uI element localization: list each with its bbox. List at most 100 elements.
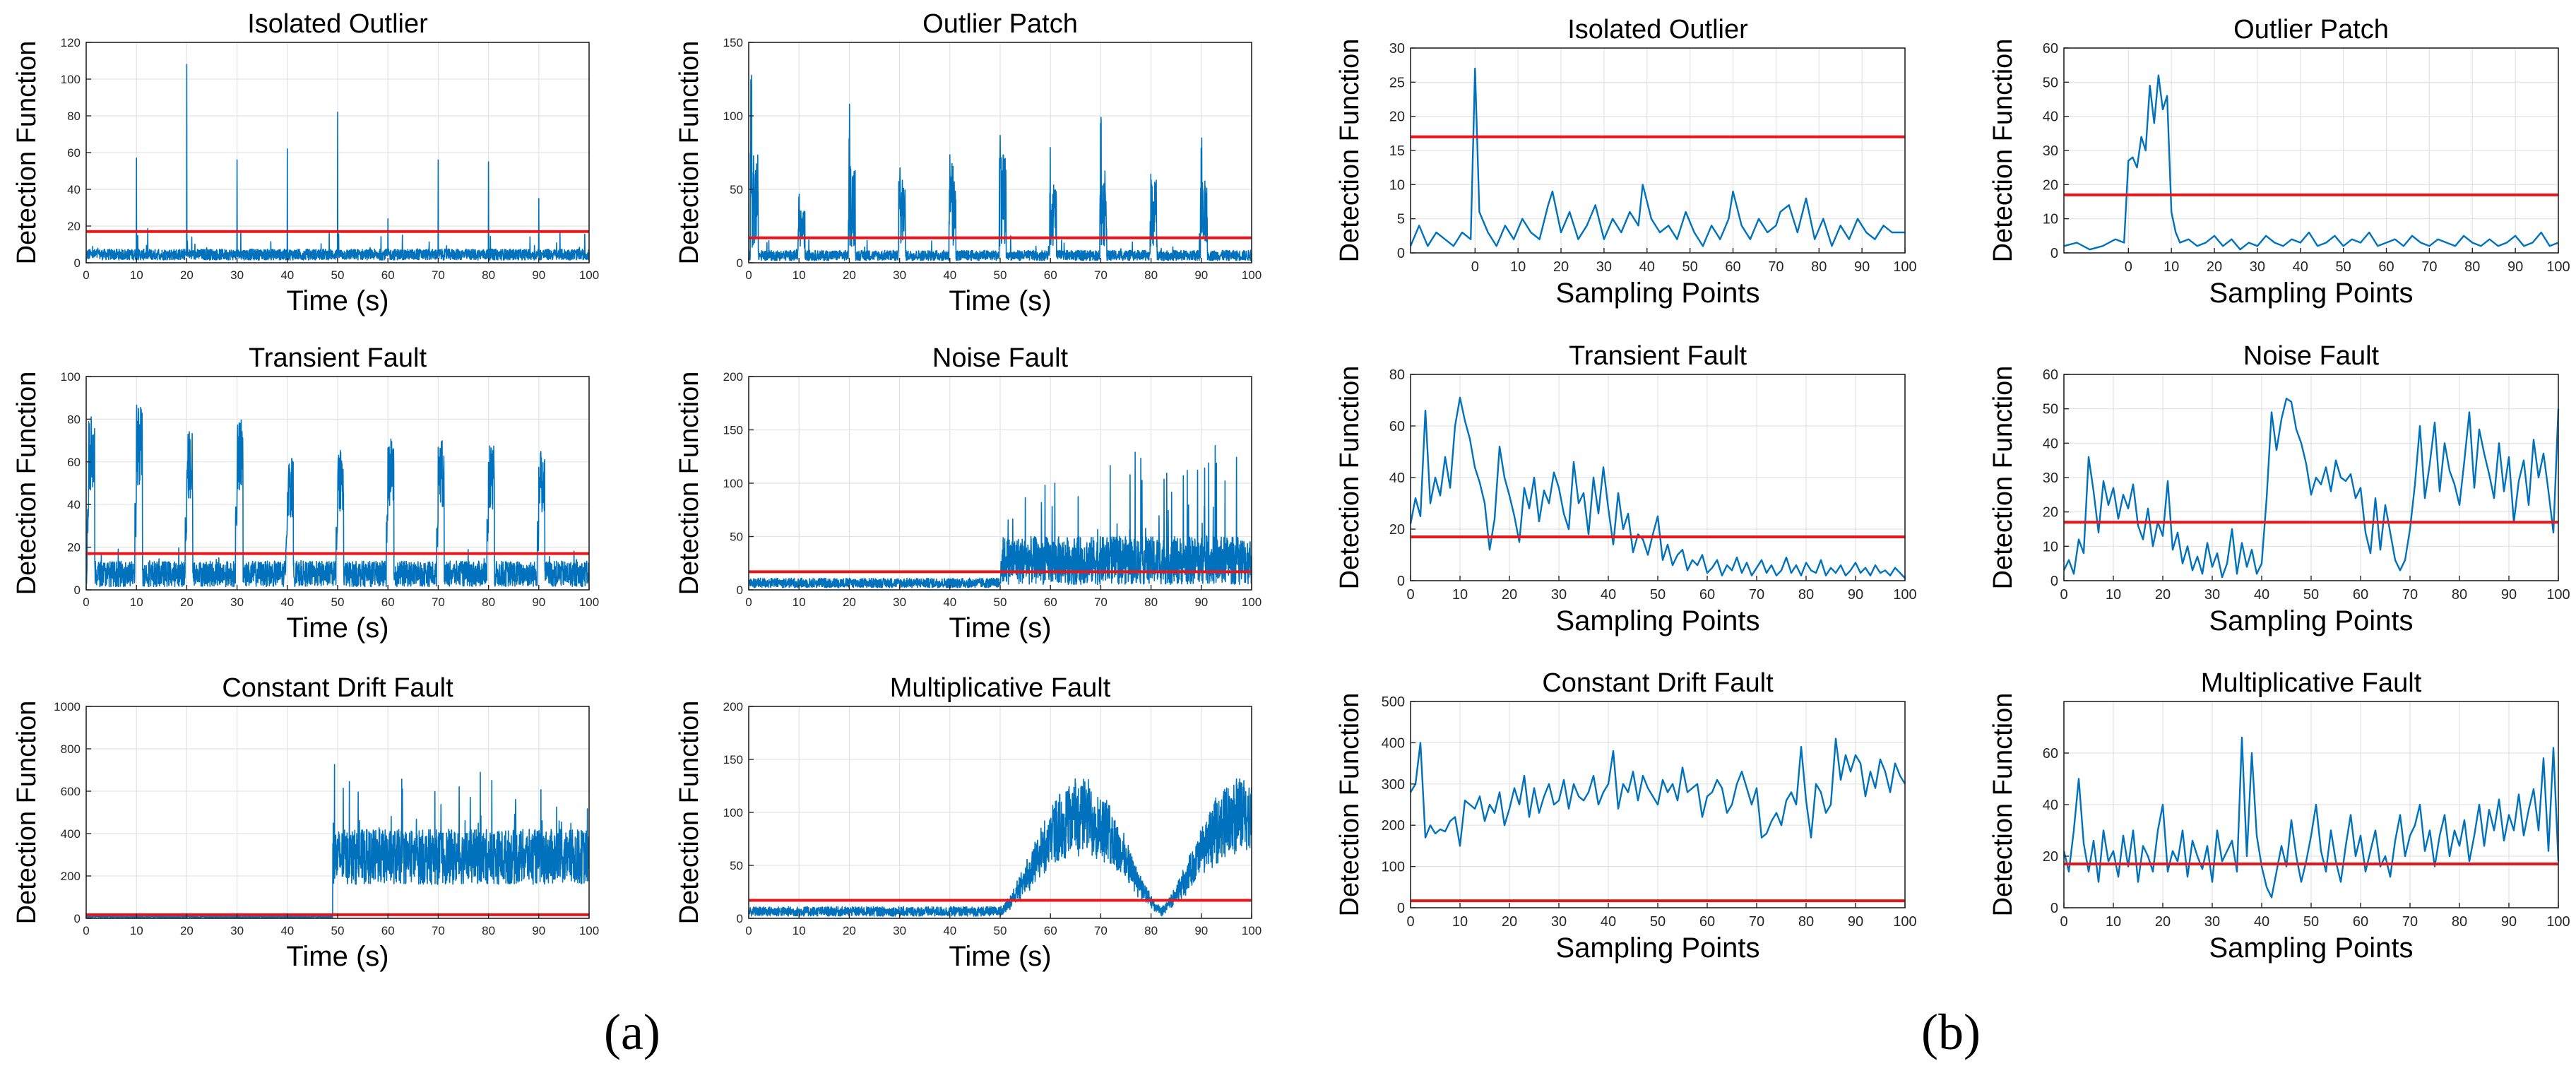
x-tick-label: 50: [331, 596, 345, 609]
x-axis-label: Sampling Points: [1555, 605, 1759, 636]
x-axis-label: Sampling Points: [1555, 932, 1759, 964]
x-tick-label: 70: [432, 268, 445, 282]
x-axis-label: Time (s): [949, 941, 1051, 972]
y-tick-label: 200: [1382, 818, 1405, 834]
x-tick-label: 80: [1811, 259, 1827, 275]
x-tick-label: 60: [1044, 268, 1057, 282]
x-tick-label: 50: [331, 268, 345, 282]
x-tick-label: 60: [1699, 914, 1715, 930]
x-tick-label: 60: [2353, 587, 2368, 603]
x-tick-label: 10: [1510, 259, 1526, 275]
x-tick-label: 30: [1596, 259, 1612, 275]
x-tick-label: 100: [579, 268, 599, 282]
x-tick-label: 40: [1601, 914, 1616, 930]
chart-title: Constant Drift Fault: [222, 673, 453, 703]
y-axis-label: Detection Function: [12, 701, 42, 925]
x-tick-label: 90: [1848, 914, 1863, 930]
chart-a4: 0 10 20 30 40 50 60 70 80 90 100 0 50 100 150 200 Noise …: [675, 343, 1262, 644]
y-tick-label: 0: [74, 912, 81, 925]
y-tick-label: 20: [1389, 109, 1405, 125]
y-axis-label: Detection Function: [12, 41, 42, 265]
chart-a6: 0 10 20 30 40 50 60 70 80 90 100 0 50 100 150 200 Multip…: [675, 673, 1262, 972]
chart-b3: 0 10 20 30 40 50 60 70 80 90 100 0 20 40 60 80 Transient…: [1335, 341, 1917, 636]
series-line: [85, 404, 590, 588]
x-axis-label: Sampling Points: [1555, 278, 1759, 309]
y-tick-label: 500: [1382, 694, 1405, 710]
y-tick-label: 0: [1397, 901, 1405, 916]
x-tick-label: 90: [2501, 587, 2517, 603]
x-tick-label: 30: [2204, 914, 2220, 930]
x-tick-label: 60: [1699, 587, 1715, 603]
x-tick-label: 70: [2402, 914, 2418, 930]
x-tick-label: 0: [83, 596, 89, 609]
x-tick-label: 30: [893, 596, 906, 609]
x-tick-label: 90: [1194, 268, 1208, 282]
chart-title: Transient Fault: [1569, 341, 1747, 371]
y-tick-label: 30: [2043, 470, 2058, 486]
y-tick-label: 0: [1397, 574, 1405, 589]
x-tick-label: 90: [2507, 259, 2523, 275]
x-tick-label: 60: [381, 924, 395, 937]
x-tick-label: 20: [180, 596, 194, 609]
x-tick-label: 80: [482, 268, 495, 282]
x-tick-label: 40: [943, 268, 956, 282]
y-tick-label: 50: [730, 183, 743, 196]
y-tick-label: 25: [1389, 75, 1405, 90]
x-tick-label: 10: [1452, 914, 1468, 930]
x-tick-label: 100: [579, 596, 599, 609]
series-line: [1409, 738, 1906, 847]
x-tick-label: 40: [280, 596, 294, 609]
x-tick-label: 90: [532, 268, 545, 282]
x-tick-label: 70: [1749, 587, 1764, 603]
x-tick-label: 100: [2546, 259, 2570, 275]
x-tick-label: 30: [1551, 914, 1567, 930]
x-tick-label: 100: [1893, 259, 1916, 275]
x-tick-label: 0: [83, 924, 89, 937]
x-tick-label: 20: [2207, 259, 2222, 275]
y-tick-label: 30: [2043, 143, 2058, 159]
y-tick-label: 0: [2050, 574, 2058, 589]
x-tick-label: 80: [1798, 587, 1814, 603]
y-tick-label: 400: [1382, 735, 1405, 751]
y-tick-label: 1000: [54, 700, 81, 713]
x-tick-label: 80: [1144, 596, 1158, 609]
chart-title: Noise Fault: [932, 343, 1069, 373]
series-line: [748, 74, 1252, 261]
y-tick-label: 300: [1382, 777, 1405, 793]
y-tick-label: 150: [723, 423, 743, 437]
y-tick-label: 200: [61, 870, 81, 883]
y-tick-label: 60: [2043, 746, 2058, 762]
x-tick-label: 40: [2254, 914, 2269, 930]
x-tick-label: 70: [2402, 587, 2418, 603]
x-tick-label: 30: [1551, 587, 1567, 603]
x-axis-label: Time (s): [286, 941, 388, 972]
x-tick-label: 10: [1452, 587, 1468, 603]
y-tick-label: 40: [67, 183, 81, 196]
x-tick-label: 90: [1848, 587, 1863, 603]
y-tick-label: 100: [61, 370, 81, 384]
panel-a-label: (a): [604, 1004, 660, 1060]
y-tick-label: 0: [74, 584, 81, 597]
x-tick-label: 100: [1242, 596, 1262, 609]
chart-a1: 0 10 20 30 40 50 60 70 80 90 100 0 20 40 60 80 100 120 Iso…: [12, 9, 599, 316]
chart-title: Constant Drift Fault: [1542, 668, 1774, 698]
y-axis-label: Detection Function: [1988, 693, 2018, 917]
x-tick-label: 60: [381, 268, 395, 282]
x-tick-label: 50: [994, 924, 1007, 937]
x-tick-label: 100: [2546, 587, 2570, 603]
x-tick-label: 20: [843, 268, 856, 282]
y-tick-label: 100: [723, 109, 743, 123]
series-line: [2062, 736, 2560, 899]
chart-a5: 0 10 20 30 40 50 60 70 80 90 10002004006008001000C…: [12, 673, 599, 972]
x-tick-label: 70: [1768, 259, 1783, 275]
x-tick-label: 20: [843, 596, 856, 609]
x-tick-label: 0: [1471, 259, 1479, 275]
y-tick-label: 600: [61, 785, 81, 798]
x-tick-label: 40: [280, 924, 294, 937]
y-tick-label: 20: [2043, 505, 2058, 521]
x-tick-label: 20: [1502, 587, 1517, 603]
x-tick-label: 10: [2106, 914, 2121, 930]
x-tick-label: 50: [1682, 259, 1698, 275]
chart-title: Noise Fault: [2243, 341, 2380, 371]
y-tick-label: 10: [2043, 212, 2058, 227]
